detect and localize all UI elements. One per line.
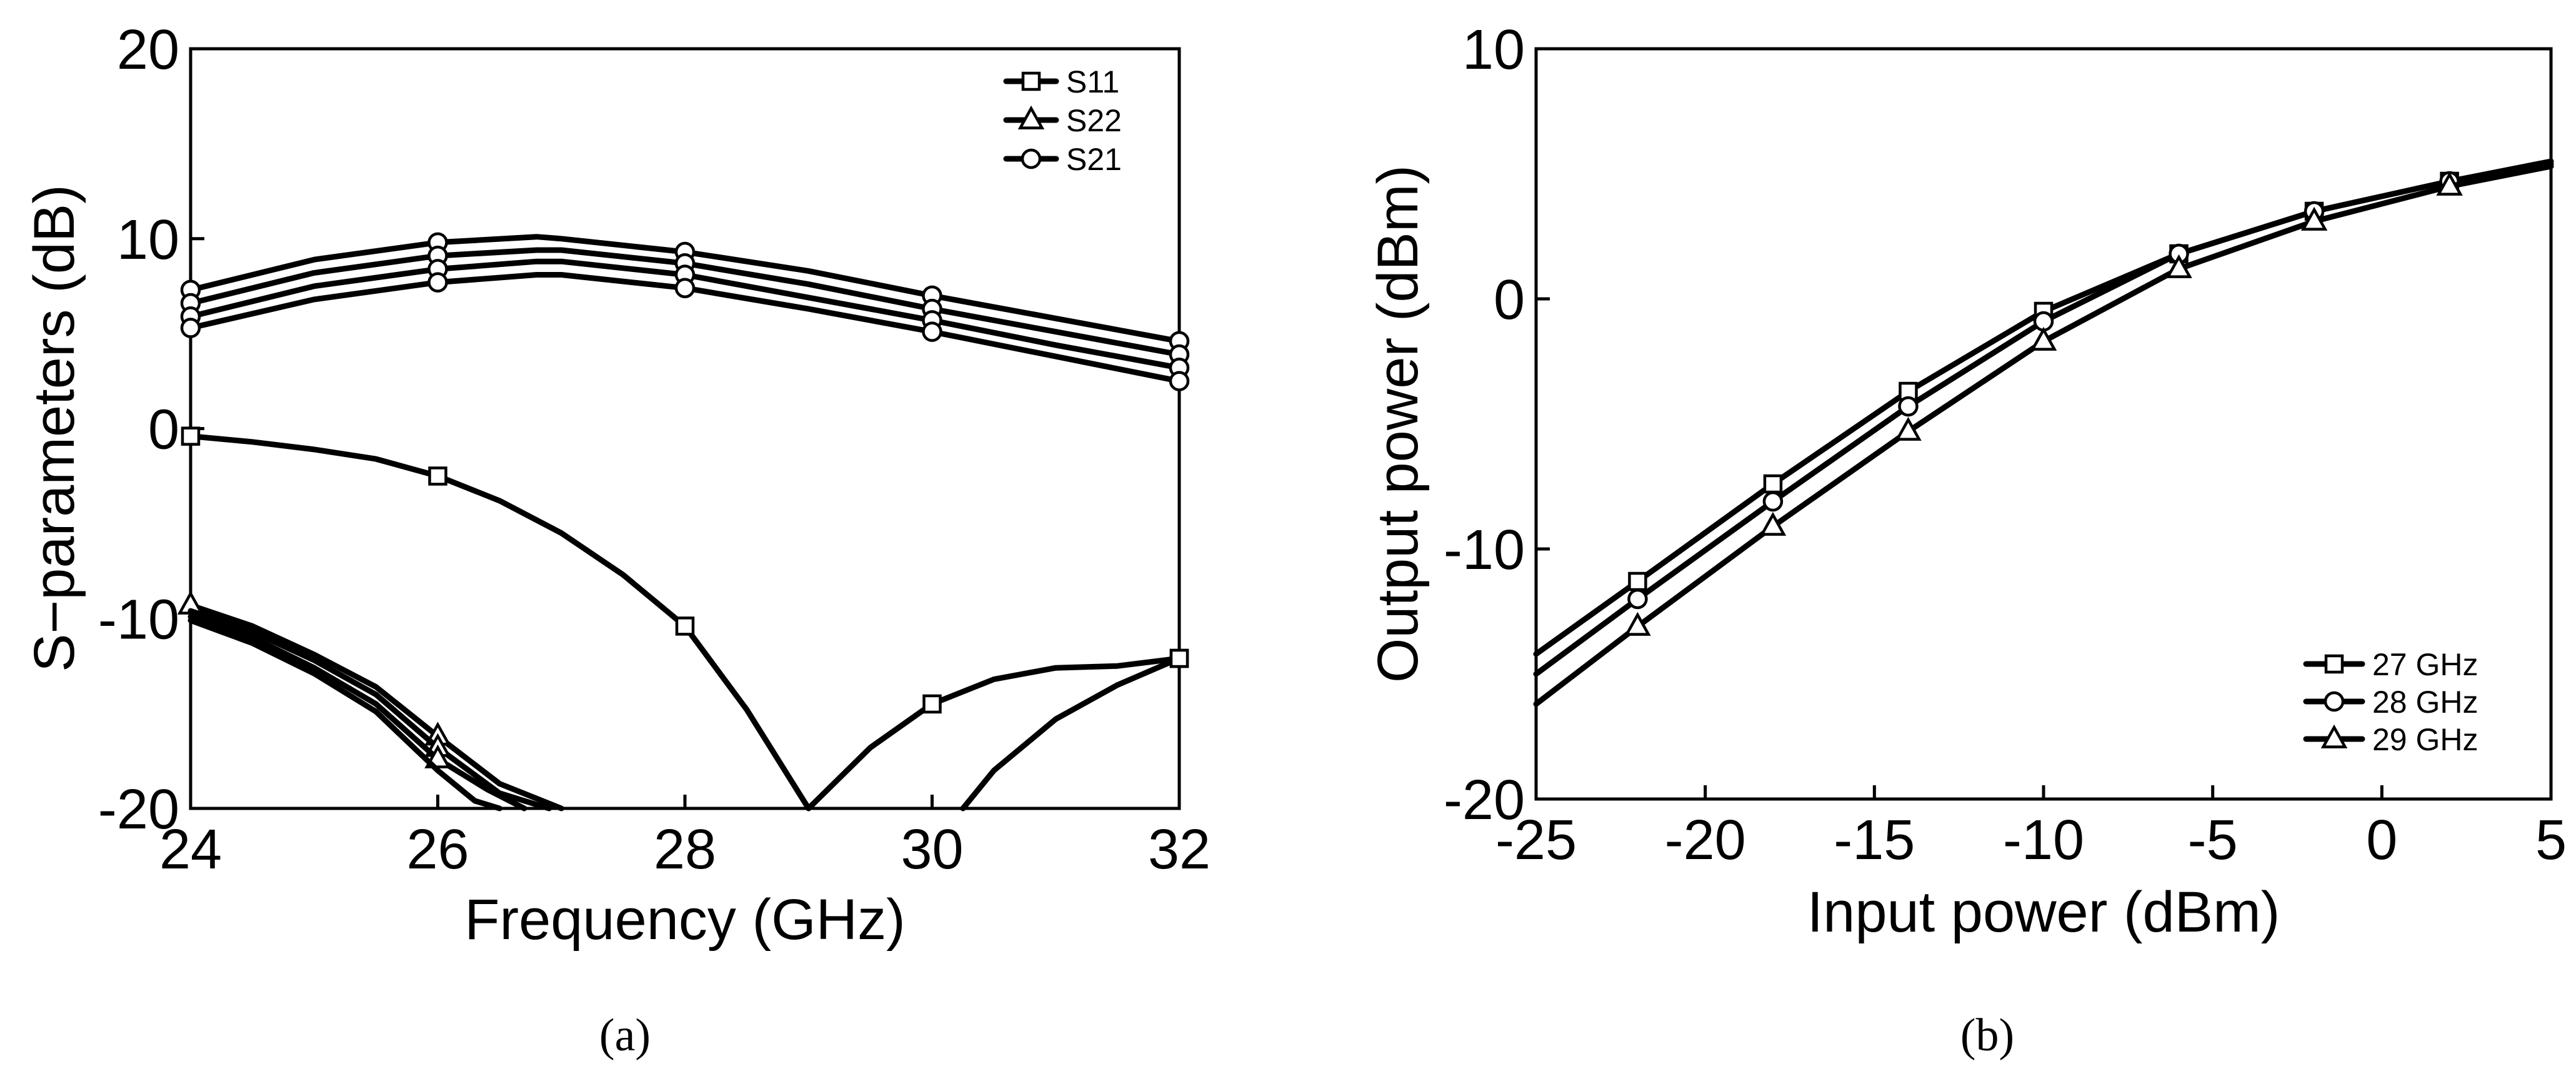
y-tick-label: 20 xyxy=(117,19,179,81)
x-tick-label: 5 xyxy=(2535,809,2567,872)
legend-label: 28 GHz xyxy=(2372,685,2479,720)
series-line-27-ghz xyxy=(1533,158,2554,657)
data-marker xyxy=(2030,326,2057,351)
x-tick-label: 32 xyxy=(1148,818,1211,881)
series-line-s11 xyxy=(187,433,812,812)
y-tick-label: 0 xyxy=(1494,269,1525,331)
series-line-s21 xyxy=(187,258,1182,371)
x-tick-label: 24 xyxy=(159,818,222,881)
data-marker xyxy=(1169,371,1190,391)
chart-a-legend: S11 S22 S21 xyxy=(1003,64,1122,177)
y-tick-label: -20 xyxy=(98,778,179,841)
legend-marker xyxy=(1021,71,1041,91)
data-marker xyxy=(2165,254,2192,278)
series-line-s22 xyxy=(187,617,502,812)
legend-marker xyxy=(2324,691,2345,712)
legend-label: S11 xyxy=(1066,64,1119,99)
chart-b-xlabel: Input power (dBm) xyxy=(1807,880,2280,944)
chart-a: 24 26 28 30 32 -20 -10 0 10 20 S11 S22 S21 Frequenc… xyxy=(22,19,1211,1061)
data-marker xyxy=(922,694,942,714)
series-line-s22 xyxy=(187,613,527,812)
series-line-s21 xyxy=(187,234,1182,344)
y-tick-label: 0 xyxy=(148,399,179,461)
data-marker xyxy=(428,466,447,486)
y-tick-label: 10 xyxy=(1462,19,1525,81)
legend-label: 27 GHz xyxy=(2372,647,2479,682)
x-tick-label: 28 xyxy=(654,818,716,881)
data-marker xyxy=(675,616,695,636)
data-marker xyxy=(1628,571,1647,591)
data-marker xyxy=(1759,511,1787,536)
data-marker xyxy=(1895,416,1922,441)
legend-marker xyxy=(1017,105,1045,129)
chart-b-panel-label: (b) xyxy=(1960,1010,2014,1061)
data-marker xyxy=(1763,474,1783,494)
data-marker xyxy=(180,318,201,338)
y-tick-label: 10 xyxy=(117,209,179,271)
data-marker xyxy=(674,278,696,298)
x-tick-label: 26 xyxy=(406,818,469,881)
x-tick-label: -20 xyxy=(1665,809,1746,872)
series-line-s11 xyxy=(960,655,1182,812)
chart-a-ticks: 24 26 28 30 32 -20 -10 0 10 20 xyxy=(98,19,1211,881)
data-marker xyxy=(922,321,942,342)
y-tick-label: -10 xyxy=(98,588,179,651)
x-tick-label: -25 xyxy=(1495,809,1577,872)
legend-marker xyxy=(1021,148,1042,169)
chart-a-xlabel: Frequency (GHz) xyxy=(464,888,906,952)
y-tick-label: -10 xyxy=(1444,519,1525,581)
data-marker xyxy=(1762,491,1784,512)
legend-label: S21 xyxy=(1066,142,1122,177)
chart-b-ylabel: Output power (dBm) xyxy=(1366,165,1430,683)
chart-a-panel-label: (a) xyxy=(599,1010,651,1061)
chart-b-series xyxy=(1533,158,2554,707)
series-line-s22 xyxy=(187,602,564,812)
x-tick-label: 30 xyxy=(901,818,963,881)
chart-a-ylabel: S−parameters (dB) xyxy=(22,184,86,672)
series-line-s11 xyxy=(806,655,1182,812)
series-line-28-ghz xyxy=(1533,161,2554,677)
series-line-s21 xyxy=(187,247,1182,358)
data-marker xyxy=(1169,648,1189,668)
data-marker xyxy=(181,426,201,446)
legend-marker xyxy=(2324,654,2344,674)
x-tick-label: 0 xyxy=(2366,809,2397,872)
series-line-29-ghz xyxy=(1533,163,2554,707)
data-marker xyxy=(2436,171,2463,196)
y-tick-label: -20 xyxy=(1444,769,1525,832)
legend-label: S22 xyxy=(1066,103,1122,138)
data-marker xyxy=(1898,396,1919,417)
series-line-s21 xyxy=(187,272,1182,385)
data-marker xyxy=(2300,206,2328,231)
data-marker xyxy=(1624,611,1651,636)
data-marker xyxy=(1627,588,1648,610)
legend-label: 29 GHz xyxy=(2372,722,2479,757)
x-tick-label: -5 xyxy=(2188,809,2238,872)
data-marker xyxy=(427,272,448,293)
x-tick-label: -10 xyxy=(2003,809,2084,872)
chart-a-series xyxy=(177,232,1190,812)
legend-marker xyxy=(2320,724,2348,748)
x-tick-label: -15 xyxy=(1834,809,1915,872)
